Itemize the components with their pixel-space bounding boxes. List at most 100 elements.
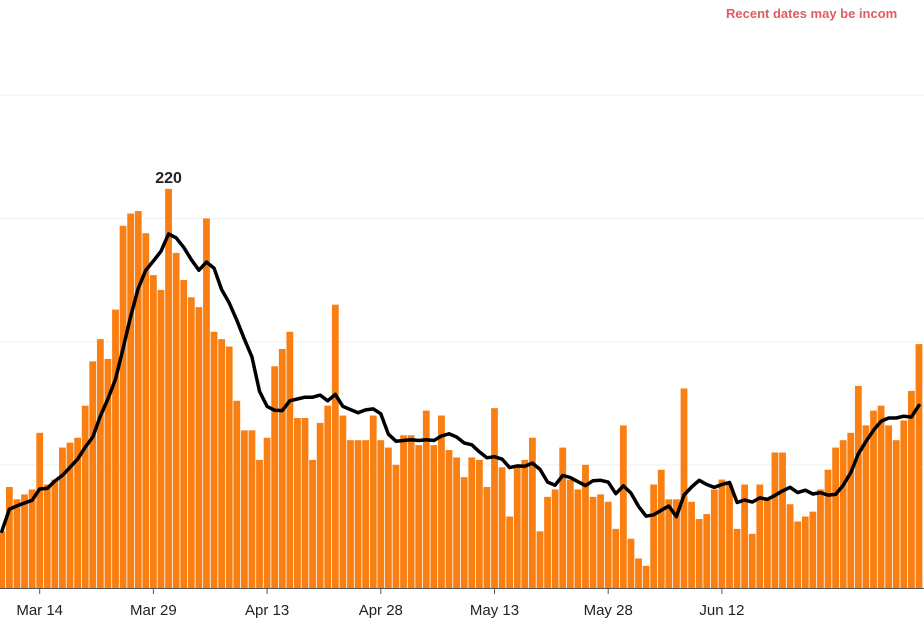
bar-15 bbox=[112, 309, 119, 588]
bar-39 bbox=[294, 418, 301, 588]
bar-86 bbox=[650, 484, 658, 588]
bar-61 bbox=[460, 477, 468, 588]
bar-67 bbox=[506, 516, 514, 588]
bar-20 bbox=[150, 275, 157, 588]
bar-43 bbox=[324, 405, 332, 588]
bar-6 bbox=[43, 484, 51, 588]
bar-111 bbox=[839, 440, 847, 588]
bar-26 bbox=[195, 307, 203, 588]
bar-32 bbox=[240, 430, 248, 588]
bar-108 bbox=[817, 489, 824, 588]
bar-54 bbox=[407, 435, 415, 588]
bar-51 bbox=[384, 447, 392, 588]
bar-88 bbox=[665, 499, 673, 588]
bar-120 bbox=[908, 390, 915, 588]
bar-17 bbox=[127, 213, 135, 588]
bar-12 bbox=[89, 361, 97, 588]
bar-101 bbox=[763, 499, 771, 588]
bar-57 bbox=[430, 445, 438, 588]
bar-81 bbox=[612, 528, 620, 588]
bar-104 bbox=[786, 504, 794, 588]
bar-37 bbox=[278, 349, 286, 588]
bar-85 bbox=[642, 565, 650, 588]
x-axis: Mar 14 Mar 29 Apr 13 Apr 28 May 13 May 28 Jun … bbox=[0, 588, 924, 619]
bar-80 bbox=[604, 501, 612, 588]
average-line-group bbox=[0, 232, 921, 534]
bar-73 bbox=[551, 489, 559, 588]
bar-36 bbox=[271, 366, 279, 588]
bar-34 bbox=[256, 459, 263, 588]
bar-4 bbox=[28, 489, 36, 588]
bar-25 bbox=[187, 297, 195, 588]
bar-91 bbox=[688, 501, 695, 588]
bar-78 bbox=[589, 496, 597, 588]
bar-21 bbox=[157, 289, 165, 588]
bar-100 bbox=[756, 484, 764, 588]
bar-30 bbox=[225, 346, 233, 588]
bar-53 bbox=[400, 435, 407, 588]
bar-1 bbox=[5, 486, 13, 588]
bar-87 bbox=[657, 469, 665, 588]
bar-118 bbox=[892, 440, 900, 588]
bar-0 bbox=[0, 531, 6, 588]
bar-102 bbox=[771, 452, 779, 588]
bar-92 bbox=[695, 519, 703, 588]
bar-50 bbox=[377, 440, 385, 588]
bar-13 bbox=[96, 339, 104, 588]
bar-46 bbox=[347, 440, 354, 588]
bar-106 bbox=[801, 516, 809, 588]
x-tick-label: Apr 28 bbox=[359, 602, 403, 619]
bar-66 bbox=[498, 467, 506, 588]
bar-90 bbox=[680, 388, 688, 588]
bar-76 bbox=[574, 489, 582, 588]
bar-44 bbox=[331, 304, 339, 588]
bar-70 bbox=[529, 437, 536, 588]
seven-day-average-line bbox=[0, 232, 921, 534]
bar-64 bbox=[483, 486, 491, 588]
bar-59 bbox=[445, 450, 453, 588]
x-tick-label: May 13 bbox=[470, 602, 519, 619]
bar-11 bbox=[81, 405, 89, 588]
bar-33 bbox=[248, 430, 256, 588]
x-tick-label: Mar 29 bbox=[130, 602, 177, 619]
incomplete-data-note: Recent dates may be incom bbox=[726, 6, 898, 21]
bar-27 bbox=[203, 218, 210, 589]
bar-113 bbox=[854, 385, 862, 588]
bar-56 bbox=[422, 410, 430, 588]
bar-69 bbox=[521, 459, 529, 588]
bar-14 bbox=[104, 358, 112, 588]
bar-38 bbox=[286, 331, 294, 588]
bar-109 bbox=[824, 469, 832, 588]
bar-112 bbox=[847, 432, 855, 588]
bar-72 bbox=[544, 496, 551, 588]
bar-29 bbox=[218, 339, 226, 588]
x-tick-label: Mar 14 bbox=[16, 602, 63, 619]
bar-2 bbox=[13, 499, 21, 588]
bar-107 bbox=[809, 511, 817, 588]
bar-40 bbox=[301, 418, 309, 588]
bar-22 bbox=[165, 188, 172, 588]
bar-84 bbox=[635, 558, 642, 588]
bar-49 bbox=[369, 415, 377, 588]
bar-68 bbox=[513, 464, 521, 588]
bar-121 bbox=[915, 344, 923, 588]
x-tick-label: May 28 bbox=[584, 602, 633, 619]
x-tick-label: Jun 12 bbox=[699, 602, 744, 619]
bar-96 bbox=[726, 484, 733, 588]
bar-89 bbox=[673, 499, 680, 588]
bar-35 bbox=[263, 437, 271, 588]
bar-98 bbox=[741, 484, 749, 588]
bar-60 bbox=[453, 457, 460, 588]
bar-93 bbox=[703, 514, 711, 588]
bar-83 bbox=[627, 538, 635, 588]
bar-41 bbox=[309, 459, 316, 588]
bar-7 bbox=[51, 479, 59, 588]
bar-65 bbox=[491, 408, 498, 588]
bar-47 bbox=[354, 440, 362, 588]
bar-115 bbox=[870, 410, 877, 588]
bar-31 bbox=[233, 400, 241, 588]
bar-10 bbox=[74, 437, 81, 588]
bar-5 bbox=[36, 432, 44, 588]
bar-28 bbox=[210, 331, 218, 588]
